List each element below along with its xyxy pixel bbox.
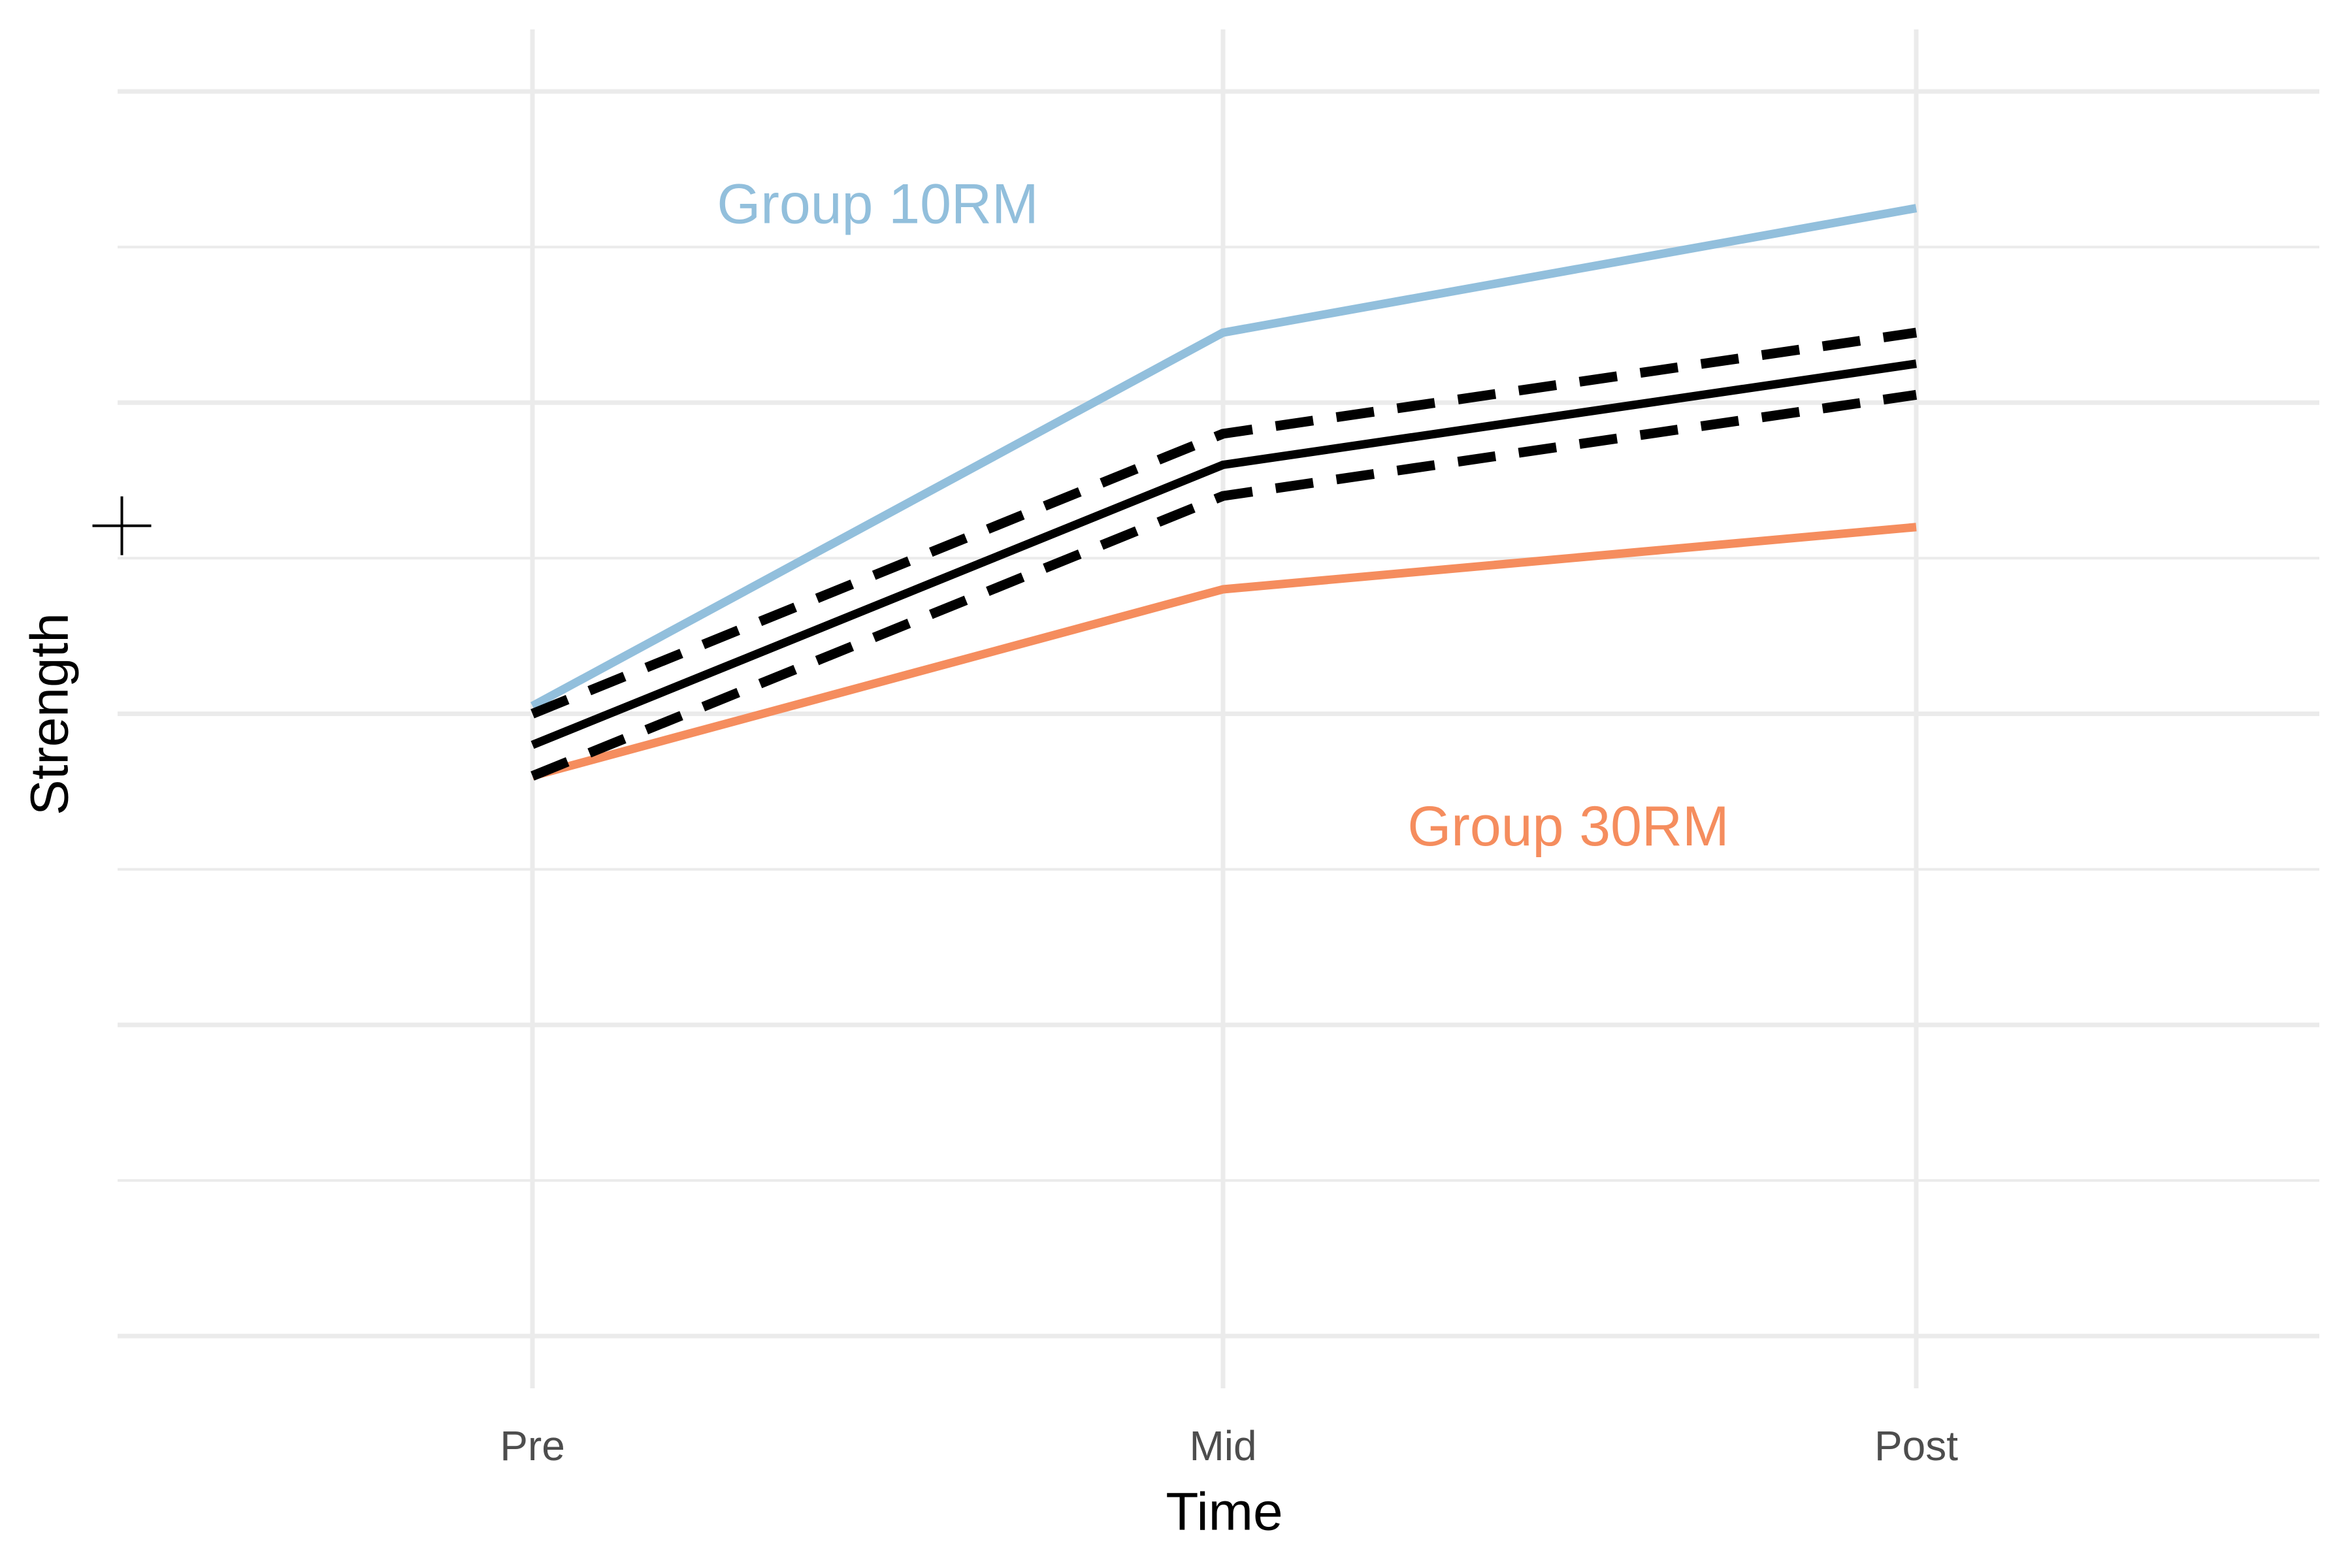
series-label-group-10rm: Group 10RM: [717, 172, 1038, 235]
series-line-group-30rm: [531, 523, 1917, 781]
x-axis-title: Time: [1166, 1482, 1282, 1542]
x-tick-label-post: Post: [1874, 1422, 1958, 1469]
series-line-upper-ci: [531, 327, 1918, 719]
series-line-lower-ci: [531, 389, 1918, 781]
cross-marker-icon: [92, 496, 152, 555]
x-tick-label-pre: Pre: [500, 1422, 565, 1469]
series-line-group-10rm: [530, 204, 1918, 710]
y-axis-title: Strength: [20, 613, 80, 815]
x-tick-label-mid: Mid: [1189, 1422, 1256, 1469]
series-label-group-30rm: Group 30RM: [1407, 795, 1729, 858]
series-line-estimate: [531, 359, 1917, 749]
